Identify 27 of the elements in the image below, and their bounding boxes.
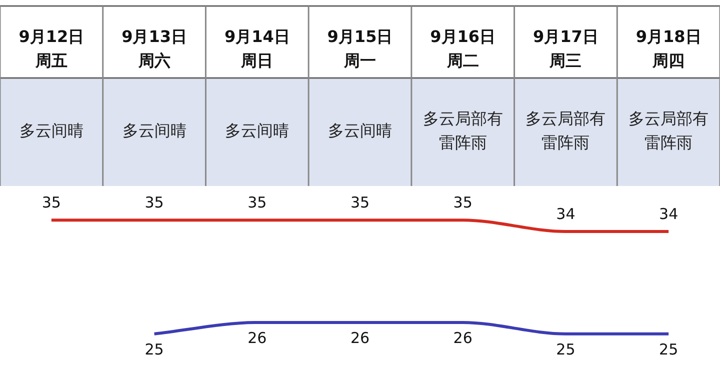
data-label: 34	[556, 204, 576, 223]
x-tick-label: 9月17日周三	[533, 27, 598, 70]
x-tick-label: 9月16日周二	[430, 27, 496, 70]
data-label: 34	[659, 204, 678, 223]
data-label: 25	[144, 340, 164, 358]
data-label: 35	[248, 194, 267, 212]
text: 多云局部有雷阵雨	[422, 109, 503, 152]
text: 多云局部有雷阵雨	[628, 109, 709, 152]
text: 多云局部有雷阵雨	[526, 109, 606, 152]
data-label: 25	[556, 340, 576, 358]
x-tick-label: 9月18日周四	[636, 27, 702, 70]
x-tick-label: 9月13日周六	[122, 27, 187, 70]
data-label: 35	[144, 194, 164, 212]
data-label: 35	[42, 194, 61, 212]
x-tick-label: 9月12日周五	[18, 27, 84, 70]
data-label: 35	[453, 194, 472, 212]
x-tick-label: 9月15日周一	[327, 27, 393, 70]
text: 多云间晴	[19, 121, 84, 140]
data-label: 25	[659, 340, 678, 358]
text: 多云间晴	[328, 121, 392, 140]
data-label: 26	[248, 328, 267, 347]
data-label: 26	[453, 328, 472, 347]
text: 多云间晴	[122, 121, 186, 140]
text: 多云间晴	[225, 121, 290, 140]
data-label: 35	[350, 194, 370, 212]
data-label: 26	[350, 328, 370, 347]
x-tick-label: 9月14日周日	[224, 27, 290, 70]
